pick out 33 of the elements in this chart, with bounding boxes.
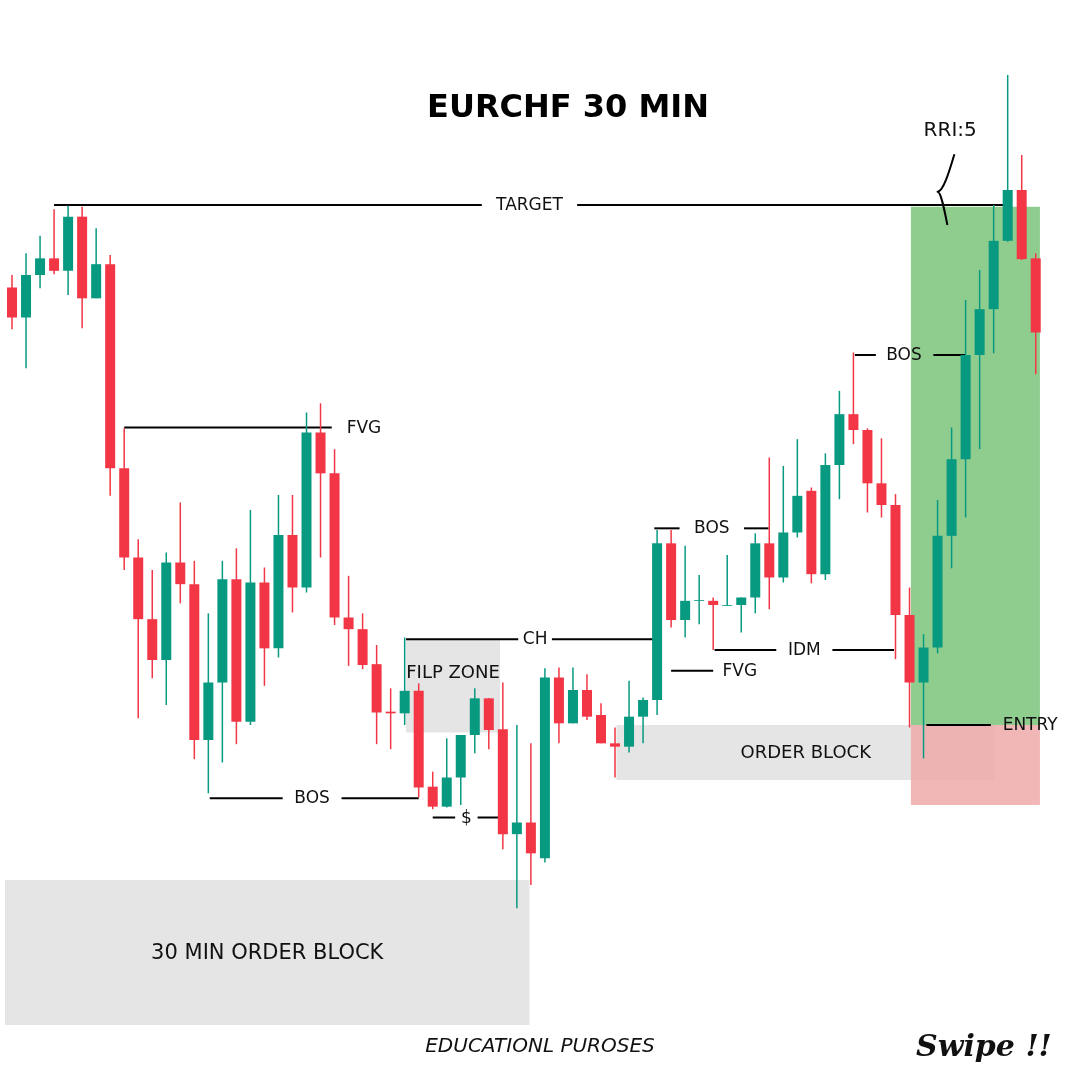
annotation: IDM: [787, 639, 821, 659]
band-label: 30 MIN ORDER BLOCK: [151, 939, 385, 964]
annotation: FVG: [346, 416, 382, 437]
text: Swipe !!: [915, 1027, 1052, 1063]
candlestick: [848, 351, 859, 445]
candlestick: [876, 437, 887, 519]
annotation: CH: [522, 628, 548, 649]
candlestick: [694, 574, 705, 625]
annotation: FVG: [722, 659, 758, 680]
candlestick: [399, 636, 410, 726]
text: EDUCATIONL PUROSES: [425, 1032, 656, 1057]
annotation: TARGET: [495, 194, 564, 214]
candlestick: [35, 235, 46, 290]
annotation: BOS: [694, 517, 730, 538]
candlestick: [722, 554, 733, 607]
candlestick: [736, 596, 747, 634]
candlestick: [343, 575, 354, 667]
band-label: ORDER BLOCK: [740, 740, 873, 762]
candlestick: [511, 724, 522, 910]
candlestick: [638, 696, 649, 745]
band-label: FILP ZONE: [406, 660, 500, 682]
candlestick: [175, 501, 186, 605]
annotation: BOS: [886, 344, 922, 364]
annotation: BOS: [294, 787, 330, 808]
candlestick: [49, 208, 60, 275]
candlestick: [680, 545, 691, 639]
annotation: $: [460, 806, 472, 827]
candlestick: [427, 770, 438, 810]
candlestick: [708, 596, 719, 651]
candlestick: [610, 726, 621, 779]
annotation: RRI:5: [923, 117, 977, 141]
annotation: ENTRY: [1002, 714, 1059, 734]
chart-title: EURCHF 30 MIN: [427, 86, 710, 125]
